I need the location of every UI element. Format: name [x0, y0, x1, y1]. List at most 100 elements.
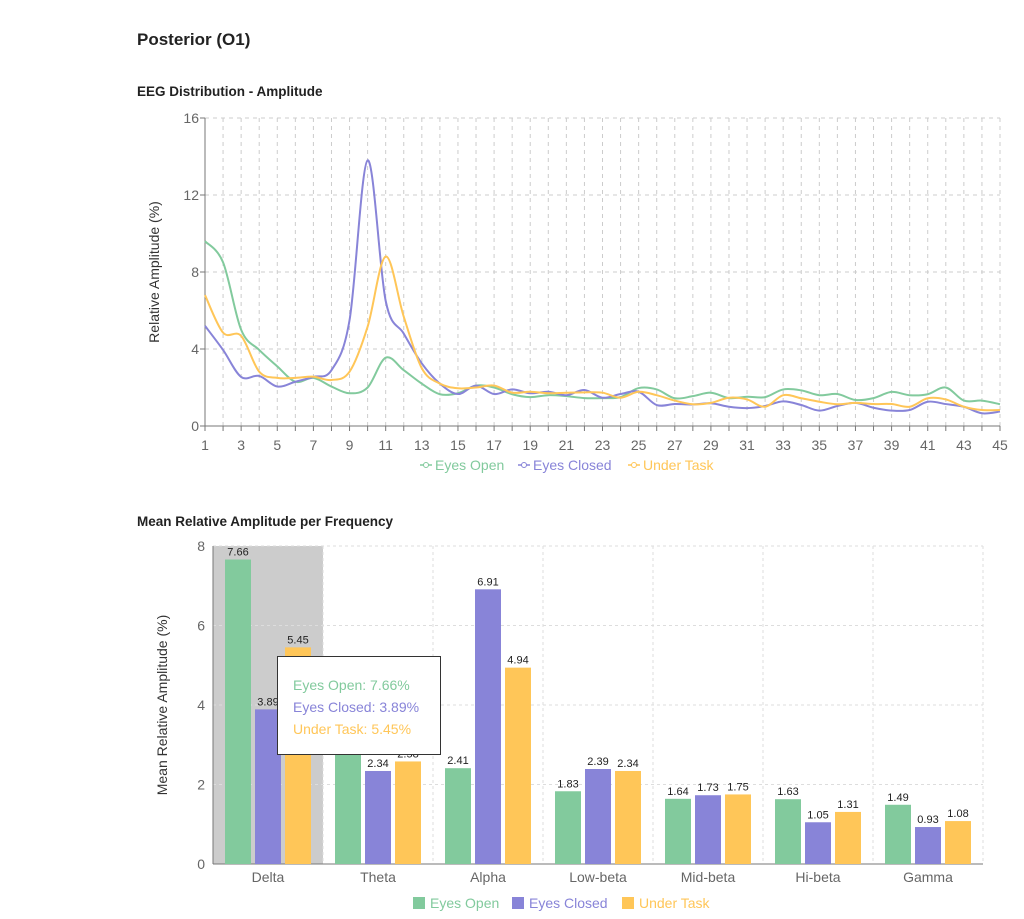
legend-dot-icon	[631, 462, 637, 468]
x-tick-label: Theta	[360, 869, 396, 885]
bar-value-label: 3.89	[257, 696, 278, 708]
x-tick-label: 19	[522, 437, 538, 453]
bar-eyes-closed	[475, 589, 501, 864]
bar-eyes-closed	[915, 827, 941, 864]
tooltip-eyes-open: Eyes Open: 7.66%	[293, 677, 410, 693]
bar-value-label: 1.31	[837, 799, 858, 811]
bar-value-label: 1.08	[947, 808, 968, 820]
line-chart-title: EEG Distribution - Amplitude	[137, 84, 323, 99]
bar-value-label: 1.83	[557, 778, 578, 790]
bar-value-label: 1.05	[807, 809, 828, 821]
y-tick-label: 4	[191, 341, 199, 357]
legend-label: Eyes Open	[435, 457, 504, 473]
y-axis-label: Relative Amplitude (%)	[146, 201, 162, 343]
x-tick-label: 23	[595, 437, 611, 453]
bar-value-label: 1.63	[777, 786, 798, 798]
bar-eyes-open	[335, 746, 361, 864]
y-tick-label: 8	[197, 538, 205, 554]
bar-eyes-open	[665, 798, 691, 864]
x-tick-label: Alpha	[470, 869, 506, 885]
line-series-eyes-closed	[204, 159, 1001, 415]
y-tick-label: 4	[197, 697, 205, 713]
bar-value-label: 4.94	[507, 655, 528, 667]
legend-square-icon	[512, 897, 524, 909]
bar-value-label: 2.41	[447, 755, 468, 767]
bar-eyes-closed	[585, 768, 611, 864]
x-tick-label: 5	[273, 437, 281, 453]
y-axis-label: Mean Relative Amplitude (%)	[154, 615, 170, 796]
bar-under-task	[395, 761, 421, 864]
bar-value-label: 2.34	[367, 758, 388, 770]
bar-under-task	[835, 811, 861, 864]
y-tick-label: 16	[183, 110, 199, 126]
x-tick-label: Mid-beta	[681, 869, 736, 885]
legend-label: Eyes Closed	[529, 895, 608, 911]
line-series-under-task	[204, 255, 1001, 412]
bar-value-label: 1.64	[667, 786, 688, 798]
bar-eyes-closed	[365, 770, 391, 864]
x-tick-label: Delta	[252, 869, 285, 885]
legend-label: Eyes Closed	[533, 457, 612, 473]
legend-dot-icon	[423, 462, 429, 468]
bar-tooltip: Eyes Open: 7.66% Eyes Closed: 3.89% Unde…	[277, 656, 441, 755]
bar-eyes-closed	[695, 795, 721, 864]
page-title: Posterior (O1)	[137, 30, 251, 49]
bar-value-label: 6.91	[477, 576, 498, 588]
tooltip-eyes-closed: Eyes Closed: 3.89%	[293, 699, 420, 715]
x-tick-label: 45	[992, 437, 1008, 453]
bar-eyes-open	[775, 799, 801, 864]
bar-value-label: 2.34	[617, 758, 638, 770]
y-tick-label: 6	[197, 618, 205, 634]
bar-under-task	[615, 770, 641, 864]
x-tick-label: 13	[414, 437, 430, 453]
y-tick-label: 0	[197, 856, 205, 872]
x-tick-label: Gamma	[903, 869, 953, 885]
bar-chart-title: Mean Relative Amplitude per Frequency	[137, 514, 394, 529]
tooltip-under-task: Under Task: 5.45%	[293, 721, 412, 737]
x-tick-label: 37	[848, 437, 864, 453]
bar-eyes-open	[555, 791, 581, 864]
legend-label: Eyes Open	[430, 895, 499, 911]
bar-eyes-open	[445, 768, 471, 864]
legend-square-icon	[622, 897, 634, 909]
x-tick-label: 11	[378, 437, 393, 453]
y-tick-label: 8	[191, 264, 199, 280]
x-tick-label: 27	[667, 437, 683, 453]
legend-square-icon	[413, 897, 425, 909]
x-tick-label: 41	[920, 437, 936, 453]
bar-under-task	[505, 667, 531, 864]
bar-eyes-closed	[805, 822, 831, 864]
x-tick-label: 33	[775, 437, 791, 453]
x-tick-label: 3	[237, 437, 245, 453]
bar-under-task	[945, 821, 971, 864]
x-tick-label: 31	[739, 437, 755, 453]
x-tick-label: 43	[956, 437, 972, 453]
y-tick-label: 2	[197, 777, 205, 793]
x-tick-label: 15	[450, 437, 466, 453]
bar-value-label: 1.75	[727, 781, 748, 793]
x-tick-label: 7	[310, 437, 318, 453]
bar-value-label: 7.66	[227, 547, 248, 559]
bar-value-label: 0.93	[917, 814, 938, 826]
legend-dot-icon	[521, 462, 527, 468]
x-tick-label: Hi-beta	[795, 869, 840, 885]
bar-value-label: 1.49	[887, 792, 908, 804]
y-tick-label: 0	[191, 418, 199, 434]
x-tick-label: 39	[884, 437, 900, 453]
bar-value-label: 5.45	[287, 634, 308, 646]
x-tick-label: 29	[703, 437, 719, 453]
x-tick-label: 21	[559, 437, 575, 453]
bar-eyes-open	[225, 559, 251, 864]
x-tick-label: Low-beta	[569, 869, 627, 885]
bar-eyes-open	[885, 804, 911, 864]
x-tick-label: 35	[812, 437, 828, 453]
bar-value-label: 2.39	[587, 756, 608, 768]
legend-label: Under Task	[643, 457, 715, 473]
x-tick-label: 9	[346, 437, 354, 453]
y-tick-label: 12	[183, 187, 199, 203]
x-tick-label: 25	[631, 437, 647, 453]
legend-label: Under Task	[639, 895, 711, 911]
x-tick-label: 1	[201, 437, 209, 453]
x-tick-label: 17	[486, 437, 502, 453]
